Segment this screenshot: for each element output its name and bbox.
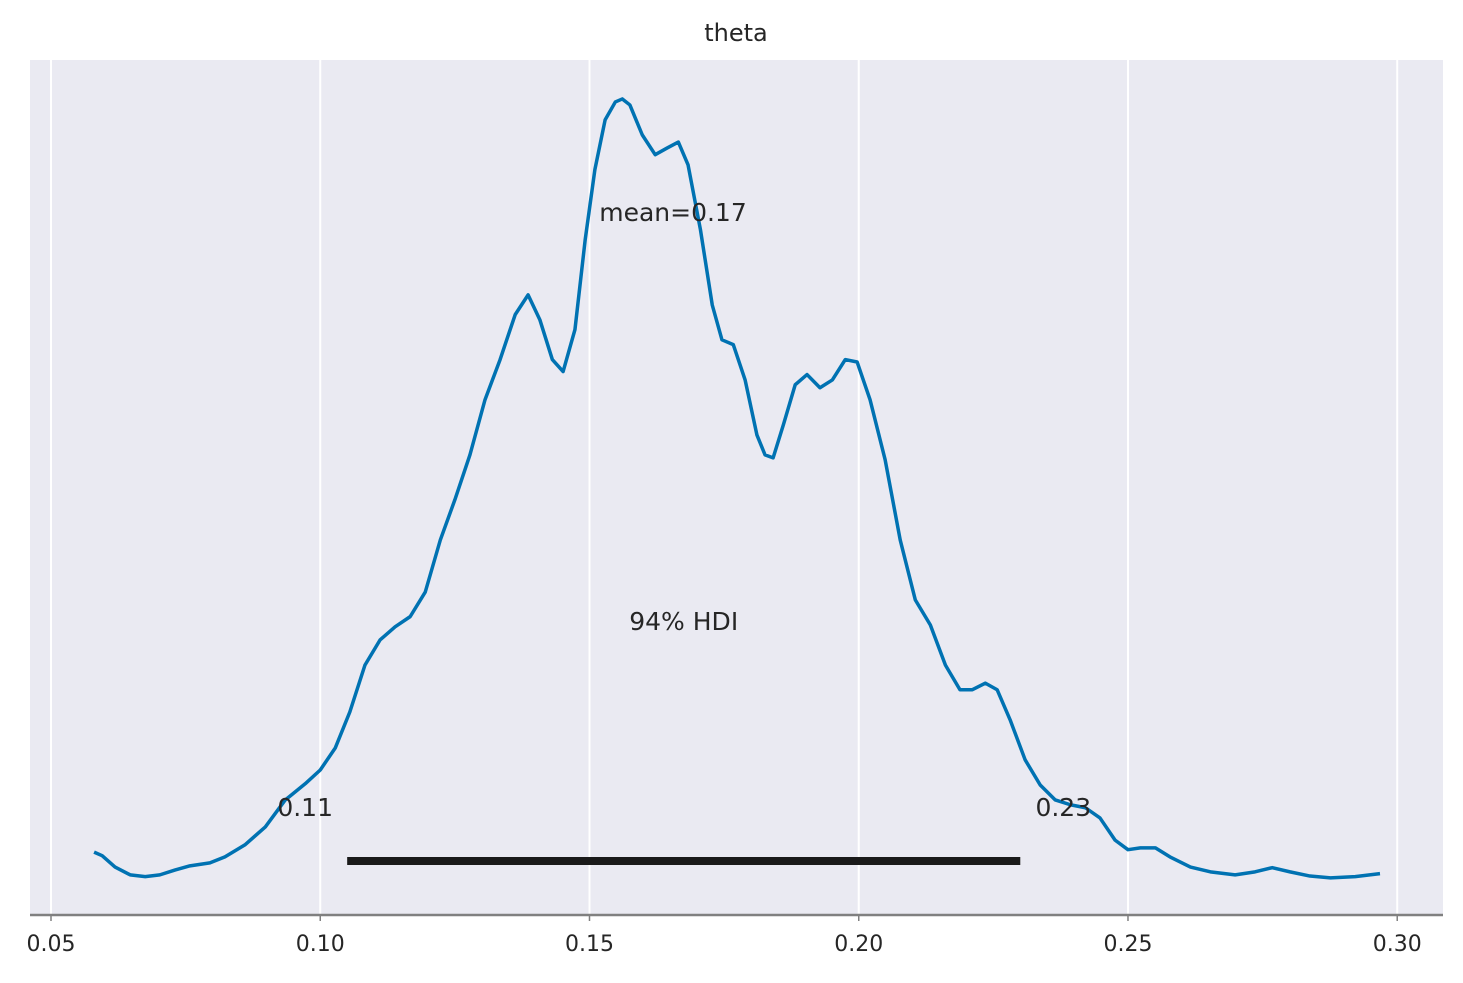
hdi-high-label: 0.23 <box>1035 793 1091 822</box>
hdi-low-label: 0.11 <box>277 793 333 822</box>
hdi-label: 94% HDI <box>629 607 738 636</box>
plot-area <box>30 60 1443 915</box>
x-tick-label: 0.15 <box>565 932 614 957</box>
x-tick-label: 0.10 <box>296 932 345 957</box>
x-tick-label: 0.30 <box>1373 932 1422 957</box>
x-tick-label: 0.20 <box>834 932 883 957</box>
chart-title: theta <box>704 19 768 47</box>
mean-label: mean=0.17 <box>599 198 747 227</box>
x-tick-label: 0.25 <box>1103 932 1152 957</box>
x-tick-label: 0.05 <box>27 932 76 957</box>
density-line <box>93 97 1381 880</box>
